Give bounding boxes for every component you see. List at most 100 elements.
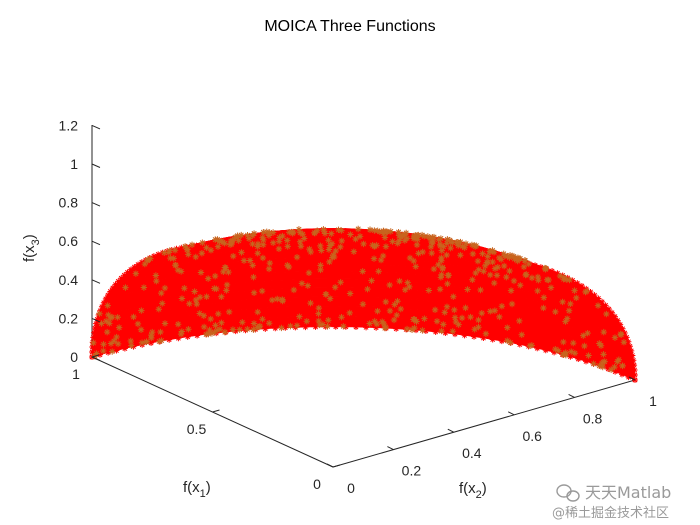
scatter-point xyxy=(390,316,398,324)
scatter-point xyxy=(436,286,444,293)
scatter-point xyxy=(397,305,404,313)
scatter-point xyxy=(223,287,230,294)
scatter-point xyxy=(90,339,97,347)
scatter-point xyxy=(315,310,322,317)
scatter-point xyxy=(498,303,506,310)
scatter-point xyxy=(623,334,630,341)
surface-patch xyxy=(353,296,377,308)
scatter-point xyxy=(249,245,256,252)
scatter-point xyxy=(628,347,635,354)
scatter-point xyxy=(354,225,362,233)
scatter-point xyxy=(455,242,462,249)
scatter-point xyxy=(171,247,179,254)
scatter-point xyxy=(376,228,384,235)
scatter-point xyxy=(326,258,333,266)
scatter-point xyxy=(406,254,414,262)
surface-patch xyxy=(268,287,292,299)
watermark-line1: 天天Matlab xyxy=(585,483,671,502)
scatter-point xyxy=(438,271,445,278)
z-tick-label: 0.6 xyxy=(59,233,79,249)
scatter-point xyxy=(312,323,319,330)
scatter-point xyxy=(198,250,206,257)
scatter-point xyxy=(98,320,105,327)
scatter-point xyxy=(196,293,204,301)
scatter-point xyxy=(193,242,200,249)
z-tick xyxy=(91,124,101,130)
scatter-point xyxy=(335,226,342,234)
z-tick xyxy=(91,202,101,207)
scatter-point xyxy=(444,272,452,279)
scatter-point xyxy=(595,295,602,302)
y-axis-line xyxy=(332,379,636,468)
scatter-point xyxy=(452,331,459,338)
scatter-point xyxy=(338,313,345,321)
scatter-point xyxy=(323,268,330,275)
scatter-point xyxy=(474,252,481,259)
scatter-point xyxy=(124,269,131,276)
scatter-point xyxy=(143,338,150,345)
scatter-point xyxy=(481,262,489,270)
scatter-point xyxy=(438,247,445,254)
scatter-point xyxy=(394,297,401,305)
scatter-point xyxy=(421,315,428,322)
scatter-point xyxy=(567,300,574,308)
surface-patch xyxy=(354,305,377,318)
scatter-point xyxy=(150,253,157,260)
scatter-point xyxy=(244,325,251,333)
scatter-point xyxy=(415,254,422,261)
scatter-point xyxy=(250,289,258,297)
scatter-point xyxy=(429,240,436,247)
scatter-point xyxy=(215,310,222,318)
scatter-point xyxy=(438,327,445,335)
scatter-point xyxy=(386,281,393,289)
z-tick xyxy=(91,356,101,361)
scatter-point xyxy=(573,294,580,302)
scatter-point xyxy=(258,287,266,295)
scatter-point xyxy=(122,284,129,291)
scatter-point xyxy=(591,292,598,299)
scatter-point xyxy=(435,261,442,269)
scatter-point xyxy=(269,229,277,236)
scatter-point xyxy=(166,336,173,343)
scatter-point xyxy=(185,325,192,333)
surface-patch xyxy=(269,279,292,290)
scatter-point xyxy=(177,268,185,275)
scatter-point xyxy=(276,234,283,241)
scatter-point xyxy=(331,284,339,291)
scatter-point xyxy=(141,260,149,268)
z-tick xyxy=(91,279,101,284)
scatter-point xyxy=(462,240,470,247)
scatter-point xyxy=(166,247,173,254)
scatter-point xyxy=(152,272,160,279)
scatter-point xyxy=(207,315,214,323)
scatter-point xyxy=(575,356,582,363)
scatter-point xyxy=(491,307,499,314)
surface-patch xyxy=(311,278,334,288)
scatter-point xyxy=(265,265,273,273)
scatter-point xyxy=(324,323,331,330)
scatter-point xyxy=(288,228,295,236)
scatter-point xyxy=(174,321,182,328)
scatter-point xyxy=(491,279,498,287)
scatter-point xyxy=(551,349,558,356)
scatter-point xyxy=(617,321,624,328)
scatter-point xyxy=(583,358,590,365)
x-tick-label: 0.5 xyxy=(187,421,207,437)
scatter-point xyxy=(506,267,513,275)
scatter-point xyxy=(410,316,417,323)
scatter-point xyxy=(347,231,354,238)
scatter-point xyxy=(301,235,308,242)
scatter-point xyxy=(260,236,267,244)
scatter-point xyxy=(552,345,559,353)
x-tick-label: 1 xyxy=(72,366,80,382)
scatter-point xyxy=(267,249,274,256)
scatter-point xyxy=(130,343,137,350)
scatter-point xyxy=(396,277,403,285)
scatter-point xyxy=(287,322,294,330)
scatter-point xyxy=(212,322,219,329)
scatter-point xyxy=(534,273,542,281)
scatter-point xyxy=(89,344,96,351)
scatter-point xyxy=(598,360,606,367)
scatter-point xyxy=(360,240,367,248)
